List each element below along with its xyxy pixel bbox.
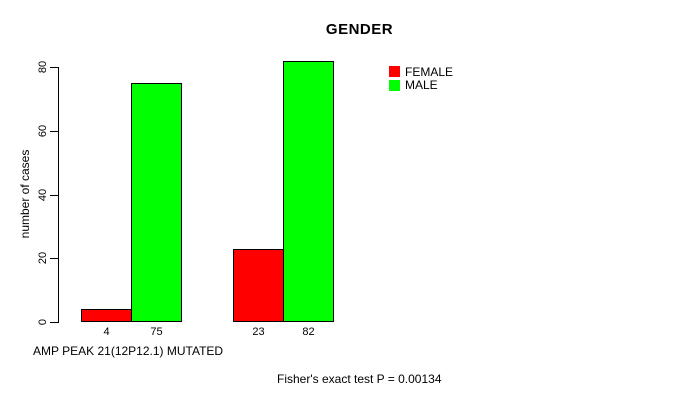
legend-item-male: MALE	[389, 79, 453, 93]
bar-value-label-female-group1: 4	[103, 326, 110, 338]
y-tick-label-0: 0	[37, 318, 49, 326]
legend-label-female: FEMALE	[405, 64, 454, 79]
fisher-test-annotation: Fisher's exact test P = 0.00134	[277, 372, 442, 386]
y-tick-label-60: 60	[37, 124, 49, 137]
y-tick-mark-60	[50, 130, 58, 132]
legend-label-male: MALE	[405, 78, 438, 93]
x-axis-title: AMP PEAK 21(12P12.1) MUTATED	[33, 344, 224, 358]
bar-value-label-female-group2: 23	[252, 326, 265, 338]
legend-item-female: FEMALE	[389, 65, 453, 79]
legend-swatch-male	[389, 79, 400, 91]
y-tick-mark-80	[50, 67, 58, 68]
bar-value-label-male-group1: 75	[150, 326, 163, 338]
bar-male-group2	[283, 60, 334, 322]
y-axis-title: number of cases	[18, 149, 32, 239]
y-tick-label-20: 20	[37, 252, 49, 265]
y-tick-mark-0	[50, 322, 58, 323]
bar-value-label-male-group2: 82	[302, 326, 315, 338]
y-tick-mark-20	[50, 258, 58, 260]
y-axis-line	[58, 67, 59, 323]
y-tick-mark-40	[50, 194, 58, 196]
bar-male-group1	[131, 82, 182, 322]
bar-female-group1	[81, 309, 132, 322]
bar-female-group2	[233, 248, 284, 322]
chart-title: GENDER	[325, 21, 394, 38]
y-tick-label-40: 40	[37, 188, 49, 201]
y-tick-label-80: 80	[37, 60, 49, 74]
legend-swatch-female	[389, 66, 400, 78]
legend: FEMALE MALE	[389, 65, 453, 92]
